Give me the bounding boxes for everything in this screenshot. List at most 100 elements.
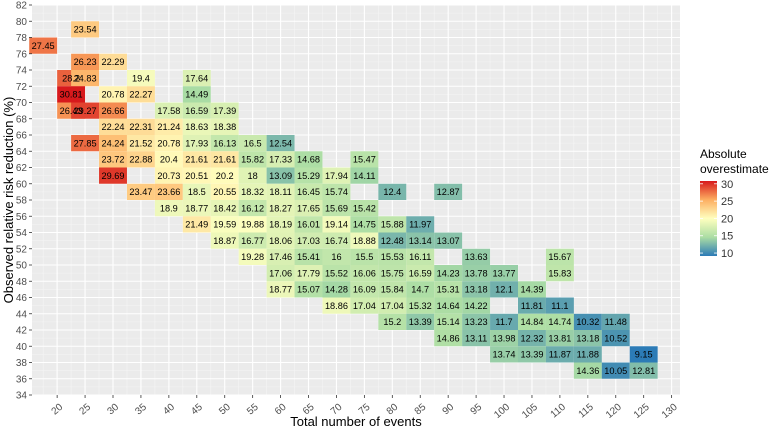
- cell-value-label: 23.54: [74, 25, 97, 35]
- heatmap-cell: [154, 167, 183, 184]
- heatmap-cell: [601, 313, 630, 330]
- colorbar: [700, 181, 717, 256]
- heatmap-cell: [182, 183, 211, 200]
- heatmap-cell: [322, 297, 351, 314]
- cell-value-label: 18.88: [353, 236, 376, 246]
- x-tick-label: 60: [273, 401, 289, 417]
- cell-value-label: 15.5: [355, 252, 373, 262]
- heatmap-cell: [99, 167, 127, 184]
- heatmap-cell: [322, 281, 351, 298]
- heatmap-cell: [266, 183, 295, 200]
- heatmap-cell: [182, 118, 211, 135]
- cell-value-label: 15.82: [241, 155, 264, 165]
- cell-value-label: 13.18: [465, 285, 488, 295]
- heatmap-cell: [545, 346, 574, 363]
- cell-value-label: 15.69: [325, 203, 348, 213]
- heatmap-cell: [71, 102, 100, 119]
- x-tick-label: 35: [133, 401, 149, 417]
- y-tick-label: 80: [16, 17, 28, 28]
- cell-value-label: 14.28: [325, 285, 348, 295]
- heatmap-cell: [266, 135, 295, 152]
- y-tick-label: 34: [16, 391, 28, 402]
- cell-value-label: 18.11: [269, 187, 291, 197]
- heatmap-cell: [490, 330, 518, 347]
- cell-value-label: 15.53: [381, 252, 404, 262]
- heatmap-cell: [71, 53, 100, 70]
- heatmap-cell: [573, 313, 602, 330]
- heatmap-cell: [294, 200, 323, 217]
- cell-value-label: 20.4: [160, 155, 178, 165]
- cell-value-label: 13.63: [465, 252, 488, 262]
- heatmap-cell: [126, 86, 155, 103]
- cell-value-label: 14.74: [548, 317, 571, 327]
- cell-value-label: 16.59: [185, 106, 208, 116]
- cell-value-label: 9.15: [635, 350, 653, 360]
- cell-value-label: 16.59: [409, 268, 432, 278]
- heatmap-cell: [406, 313, 435, 330]
- heatmap-cell: [573, 346, 602, 363]
- cell-value-label: 23.72: [102, 155, 125, 165]
- cell-value-label: 12.4: [383, 187, 401, 197]
- heatmap-cell: [378, 232, 407, 249]
- cell-value-label: 18.42: [213, 203, 236, 213]
- y-axis-ticks: 34 36 38 40 42 44 46 48 50 52 54 56 58 60 62 64 66 68 70 72…: [16, 1, 32, 402]
- cell-value-label: 16.12: [241, 203, 264, 213]
- cell-value-label: 23.47: [129, 187, 152, 197]
- cell-value-label: 18.19: [269, 220, 292, 230]
- cell-value-label: 28.2: [62, 73, 80, 83]
- cell-value-label: 16: [331, 252, 341, 262]
- heatmap-cell: [294, 167, 323, 184]
- y-tick-label: 68: [16, 114, 28, 125]
- x-tick-label: 50: [217, 401, 233, 417]
- cell-value-label: 18.77: [185, 203, 208, 213]
- heatmap-cell: [266, 167, 295, 184]
- heatmap-cell: [378, 313, 407, 330]
- heatmap-cell: [629, 346, 658, 363]
- cell-value-label: 18.27: [269, 203, 292, 213]
- x-tick-label: 90: [441, 401, 457, 417]
- cell-value-label: 20.78: [157, 138, 180, 148]
- cell-value-label: 29.69: [102, 171, 125, 181]
- heatmap-cell: [462, 248, 491, 265]
- cell-value-label: 19.4: [132, 73, 150, 83]
- heatmap-cell: [322, 216, 351, 233]
- heatmap-cell: [350, 200, 379, 217]
- cell-value-label: 12.54: [269, 138, 292, 148]
- cell-value-label: 27.45: [32, 41, 55, 51]
- cell-value-label: 12.32: [520, 333, 543, 343]
- cell-value-label: 17.65: [297, 203, 320, 213]
- cell-value-label: 13.09: [269, 171, 292, 181]
- cell-value-label: 17.04: [381, 301, 404, 311]
- heatmap-cell: [629, 362, 658, 379]
- cell-value-label: 18.5: [188, 187, 206, 197]
- heatmap-cell: [238, 135, 267, 152]
- x-tick-label: 115: [577, 402, 597, 421]
- cell-value-label: 13.81: [548, 333, 571, 343]
- y-tick-label: 64: [16, 147, 28, 158]
- heatmap-cell: [182, 135, 211, 152]
- heatmap-cell: [210, 167, 239, 184]
- cell-value-label: 18.06: [269, 236, 292, 246]
- heatmap-cell: [294, 151, 323, 168]
- heatmap-cell: [518, 297, 546, 314]
- cell-value-label: 11.48: [605, 317, 627, 327]
- cell-value-label: 17.04: [353, 301, 376, 311]
- cell-value-label: 11.81: [521, 301, 543, 311]
- x-tick-label: 95: [469, 401, 485, 417]
- heatmap-cell: [545, 330, 574, 347]
- legend-title-line1: Absolute: [700, 147, 747, 161]
- cell-value-label: 16.01: [297, 220, 320, 230]
- x-tick-label: 130: [660, 401, 680, 420]
- cell-value-label: 11.88: [577, 350, 599, 360]
- heatmap-cell: [126, 151, 155, 168]
- legend-tick-label: 25: [721, 196, 733, 208]
- heatmap-cell: [462, 265, 491, 282]
- heatmap-cell: [154, 183, 183, 200]
- cell-value-label: 16.13: [213, 138, 236, 148]
- cell-value-label: 15.07: [297, 285, 320, 295]
- heatmap-cell: [126, 118, 155, 135]
- y-tick-label: 60: [16, 179, 28, 190]
- cell-value-label: 24.24: [102, 138, 125, 148]
- heatmap-cell: [266, 151, 295, 168]
- cell-value-label: 17.03: [297, 236, 320, 246]
